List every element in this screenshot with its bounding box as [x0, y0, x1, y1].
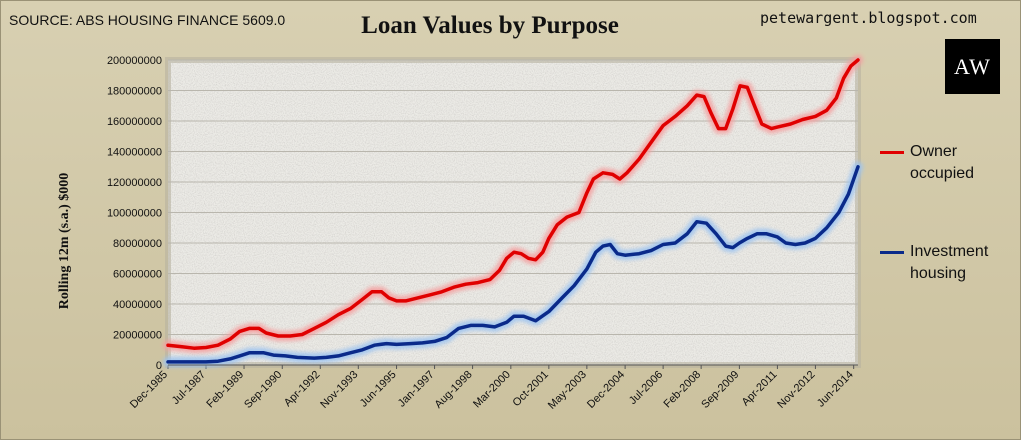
x-tick-label: Feb-1989: [204, 369, 246, 411]
series-line-owner-occupied: [166, 58, 860, 350]
x-tick-label: Sep-1990: [242, 369, 284, 411]
x-tick-label: Mar-2000: [471, 369, 513, 411]
y-axis-ticks: 0 20000000 40000000 60000000 80000000 1000000…: [107, 55, 162, 372]
legend-swatch-investment: [880, 251, 904, 254]
x-tick-label: Apr-2011: [740, 369, 780, 409]
y-tick-label: 40000000: [113, 299, 162, 311]
series-line-investment-housing: [166, 165, 860, 364]
y-tick-label: 60000000: [113, 269, 162, 281]
logo-text: AW: [954, 53, 991, 79]
y-tick-label: 0: [156, 360, 162, 372]
aw-logo: AW: [945, 39, 1000, 94]
legend-label-investment-2: housing: [910, 265, 967, 282]
x-tick-label: Jul-1987: [170, 369, 208, 407]
x-tick-label: Sep-2009: [699, 369, 741, 411]
y-tick-label: 80000000: [113, 238, 162, 250]
x-tick-label: Jun-1995: [358, 369, 399, 410]
legend-label-owner-2: occupied: [910, 165, 975, 182]
y-tick-label: 20000000: [113, 330, 162, 342]
x-tick-label: Feb-2008: [661, 369, 703, 411]
y-tick-label: 100000000: [107, 208, 162, 220]
series-lines: [163, 55, 863, 367]
x-tick-label: Aug-1998: [432, 369, 474, 411]
y-tick-label: 180000000: [107, 86, 162, 98]
legend-label-owner: Owner occupied: [910, 141, 974, 185]
legend-label-investment: Investment housing: [910, 241, 988, 285]
legend-label-investment-1: Investment: [910, 243, 989, 260]
chart-title: Loan Values by Purpose: [361, 12, 619, 39]
x-tick-label: Jun-2014: [815, 369, 856, 410]
legend-label-owner-1: Owner: [910, 143, 958, 160]
y-tick-label: 200000000: [107, 55, 162, 67]
x-tick-label: Dec-2004: [585, 369, 627, 411]
x-tick-label: Jan-1997: [396, 369, 437, 410]
x-tick-label: Nov-1993: [318, 369, 360, 411]
y-tick-label: 120000000: [107, 177, 162, 189]
x-tick-label: Apr-1992: [282, 369, 322, 409]
y-tick-label: 160000000: [107, 116, 162, 128]
x-tick-label: Nov-2012: [775, 369, 817, 411]
x-tick-label: Dec-1985: [128, 369, 170, 411]
x-axis-ticks: Dec-1985 Jul-1987Feb-1989Sep-1990Apr-1992…: [128, 365, 856, 412]
x-tick-label: May-2003: [546, 369, 589, 412]
source-label: SOURCE: ABS HOUSING FINANCE 5609.0: [9, 12, 286, 28]
legend-swatch-owner: [880, 151, 904, 154]
x-tick-label: Jul-2006: [627, 369, 665, 407]
y-tick-label: 140000000: [107, 147, 162, 159]
site-url: petewargent.blogspot.com: [760, 9, 977, 27]
